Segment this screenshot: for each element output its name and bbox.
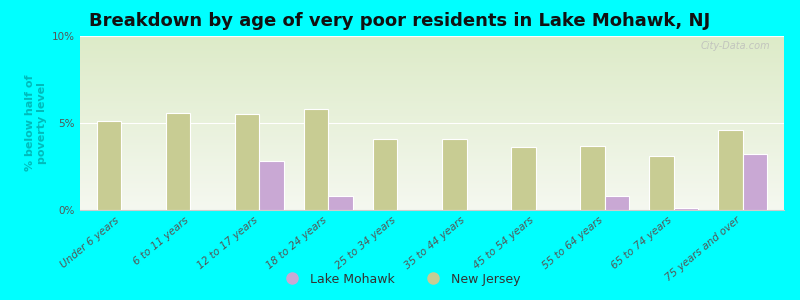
Bar (304, 109, 329, 210)
Bar (166, 112, 190, 210)
Y-axis label: % below half of
poverty level: % below half of poverty level (25, 75, 46, 171)
Bar (718, 130, 742, 210)
Bar (674, 208, 698, 210)
Bar (442, 139, 466, 210)
Bar (511, 147, 535, 210)
Bar (329, 196, 353, 210)
Bar (605, 196, 629, 210)
Bar (259, 161, 284, 210)
Bar (650, 156, 674, 210)
Bar (98, 121, 122, 210)
Legend: Lake Mohawk, New Jersey: Lake Mohawk, New Jersey (274, 268, 526, 291)
Text: City-Data.com: City-Data.com (700, 41, 770, 51)
Text: Breakdown by age of very poor residents in Lake Mohawk, NJ: Breakdown by age of very poor residents … (90, 12, 710, 30)
Bar (235, 114, 259, 210)
Bar (742, 154, 766, 210)
Bar (580, 146, 605, 210)
Bar (374, 139, 398, 210)
